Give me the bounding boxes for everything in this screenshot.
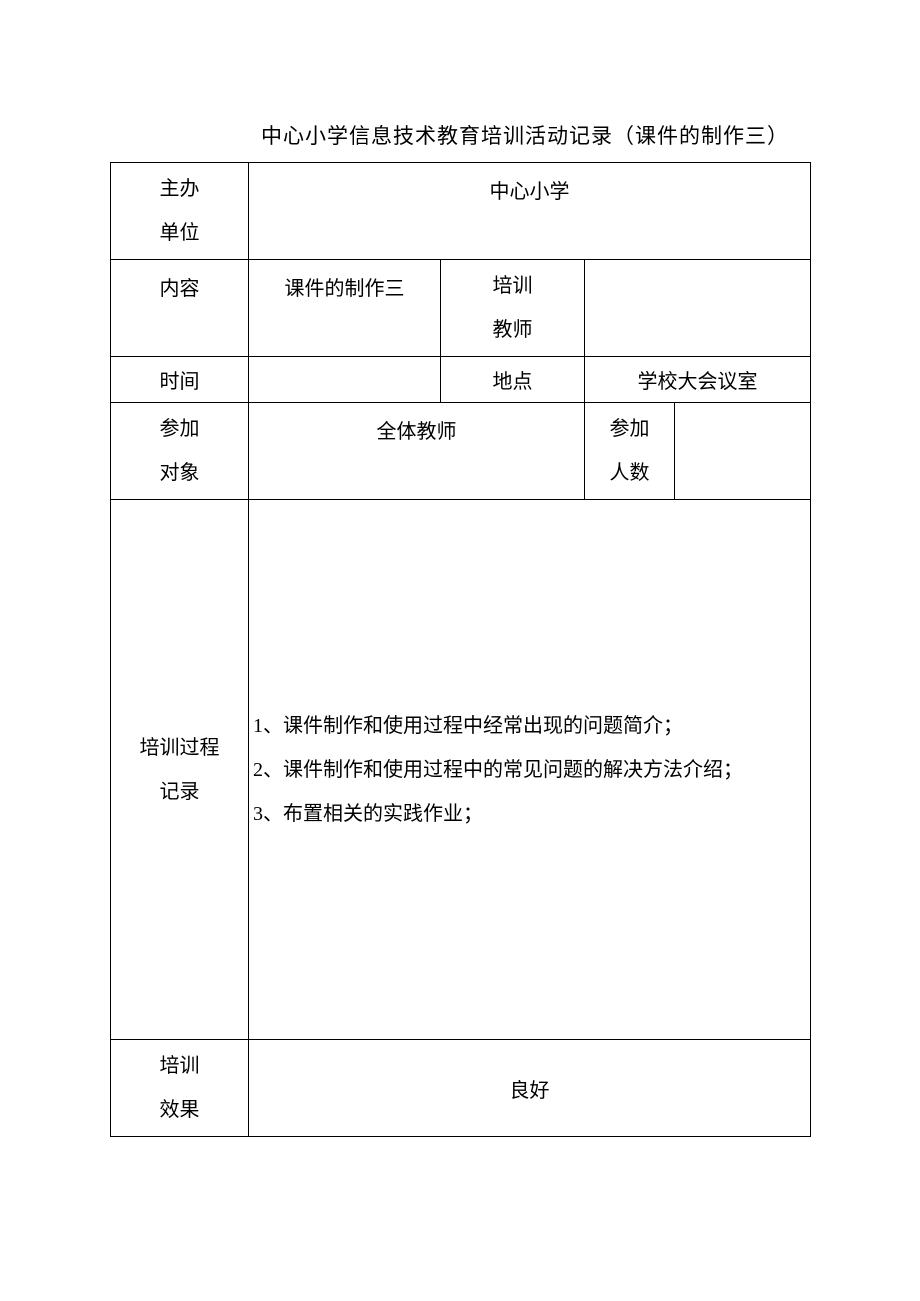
label-trainer: 培训教师 xyxy=(441,260,585,357)
document-title: 中心小学信息技术教育培训活动记录（课件的制作三） xyxy=(110,120,810,150)
process-line-3: 3、布置相关的实践作业； xyxy=(253,792,806,836)
value-count xyxy=(675,403,811,500)
value-trainer xyxy=(585,260,811,357)
process-line-1: 1、课件制作和使用过程中经常出现的问题简介； xyxy=(253,704,806,748)
label-count: 参加人数 xyxy=(585,403,675,500)
label-process: 培训过程记录 xyxy=(111,500,249,1040)
label-organizer: 主办单位 xyxy=(111,163,249,260)
value-participants: 全体教师 xyxy=(249,403,585,500)
label-content: 内容 xyxy=(111,260,249,357)
value-location: 学校大会议室 xyxy=(585,357,811,403)
value-process: 1、课件制作和使用过程中经常出现的问题简介； 2、课件制作和使用过程中的常见问题… xyxy=(249,500,811,1040)
value-time xyxy=(249,357,441,403)
label-location: 地点 xyxy=(441,357,585,403)
label-effect: 培训效果 xyxy=(111,1040,249,1137)
process-line-2: 2、课件制作和使用过程中的常见问题的解决方法介绍； xyxy=(253,748,806,792)
value-content: 课件的制作三 xyxy=(249,260,441,357)
label-participants: 参加对象 xyxy=(111,403,249,500)
label-time: 时间 xyxy=(111,357,249,403)
training-record-table: 主办单位 中心小学 内容 课件的制作三 培训教师 时间 地点 学校大会议室 参加… xyxy=(110,162,811,1137)
value-organizer: 中心小学 xyxy=(249,163,811,260)
value-effect: 良好 xyxy=(249,1040,811,1137)
